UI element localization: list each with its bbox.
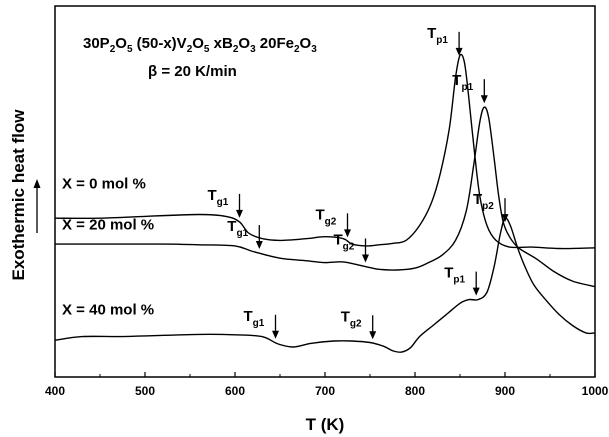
annotation-main: T: [444, 265, 453, 282]
annotation-label: Tp1: [427, 25, 448, 46]
chart-title: 30P2O5 (50-x)V2O5 xB2O3 20Fe2O3: [83, 35, 317, 55]
annotation-sub: p1: [453, 275, 465, 286]
x-tick-label: 400: [45, 384, 65, 398]
title-subscript: 5: [127, 44, 133, 55]
annotation-label: Tp1: [452, 72, 473, 93]
title-subscript: 3: [311, 44, 317, 55]
annotation-main: T: [334, 231, 343, 248]
x-tick-label: 900: [495, 384, 515, 398]
annotation-p2: Tp2: [473, 191, 509, 223]
annotation-arrow-head: [480, 95, 488, 104]
annotation-arrow-head: [272, 330, 279, 339]
annotation-sub: g1: [236, 228, 248, 239]
series-label: X = 20 mol %: [62, 216, 154, 233]
annotation-sub: p1: [436, 35, 448, 46]
annotation-arrow-head: [236, 209, 243, 218]
annotation-arrow-head: [455, 47, 463, 56]
annotation-label: Tg2: [316, 206, 337, 227]
annotation-sub: g1: [253, 318, 265, 329]
annotation-g1: Tg1: [208, 187, 243, 218]
annotation-arrow-head: [362, 254, 369, 263]
dsc-curve-1: [55, 106, 596, 288]
annotation-main: T: [452, 72, 461, 89]
title-subscript: 5: [204, 44, 210, 55]
annotation-p1: Tp1: [452, 72, 488, 104]
series-label: X = 0 mol %: [62, 176, 146, 193]
annotation-label: Tg1: [244, 308, 265, 329]
series-label: X = 40 mol %: [62, 301, 154, 318]
annotation-g2: Tg2: [316, 206, 351, 238]
x-tick-label: 800: [405, 384, 425, 398]
annotation-label: Tg1: [227, 218, 248, 239]
annotation-sub: g2: [343, 241, 355, 252]
title-subscript: 3: [250, 44, 256, 55]
annotation-main: T: [227, 218, 236, 235]
annotation-arrow-head: [472, 287, 480, 296]
annotation-sub: p2: [482, 201, 494, 212]
annotation-arrow-head: [344, 229, 351, 238]
title-part: O: [192, 35, 204, 52]
title-subscript: 2: [110, 44, 116, 55]
annotation-main: T: [427, 25, 436, 42]
annotation-p1: Tp1: [444, 265, 480, 296]
dsc-curve-0: [54, 53, 596, 250]
title-part: 30P: [83, 35, 110, 52]
annotation-main: T: [473, 191, 482, 208]
y-axis-label: Exothermic heat flow: [9, 109, 28, 281]
annotation-sub: g1: [217, 197, 229, 208]
annotation-main: T: [208, 187, 217, 204]
x-tick-label: 500: [135, 384, 155, 398]
annotation-arrow-head: [255, 241, 263, 250]
title-part: O: [238, 35, 250, 52]
annotation-main: T: [341, 308, 350, 325]
title-subscript: 2: [233, 44, 239, 55]
annotation-g2: Tg2: [334, 231, 369, 263]
annotation-main: T: [316, 206, 325, 223]
annotation-label: Tg2: [334, 231, 355, 252]
heat-flow-arrow: [33, 179, 41, 233]
chart-subtitle: β = 20 K/min: [148, 63, 237, 80]
title-subscript: 2: [294, 44, 300, 55]
annotation-g1: Tg1: [244, 308, 279, 339]
y-axis-label-group: Exothermic heat flow: [9, 109, 28, 281]
x-tick-label: 1000: [582, 384, 609, 398]
x-tick-label: 700: [315, 384, 335, 398]
annotation-sub: g2: [350, 318, 362, 329]
title-part: (50-x)V: [133, 35, 187, 52]
x-tick-label: 600: [225, 384, 245, 398]
title-part: O: [115, 35, 127, 52]
title-part: O: [300, 35, 312, 52]
dsc-curve-2: [54, 217, 596, 353]
annotation-sub: g2: [325, 216, 337, 227]
annotation-label: Tp2: [473, 191, 494, 212]
title-subscript: 2: [187, 44, 193, 55]
annotation-p1: Tp1: [427, 25, 463, 56]
annotation-g1: Tg1: [227, 218, 263, 250]
annotation-label: Tg1: [208, 187, 229, 208]
title-part: 20Fe: [256, 35, 294, 52]
annotation-g2: Tg2: [341, 308, 377, 340]
annotation-main: T: [244, 308, 253, 325]
annotation-label: Tg2: [341, 308, 362, 329]
annotation-sub: p1: [461, 82, 473, 93]
x-axis-label: T (K): [306, 415, 345, 434]
title-part: xB: [209, 35, 233, 52]
annotation-arrow-head: [501, 214, 509, 223]
annotation-arrow-head: [369, 331, 377, 340]
annotation-label: Tp1: [444, 265, 465, 286]
